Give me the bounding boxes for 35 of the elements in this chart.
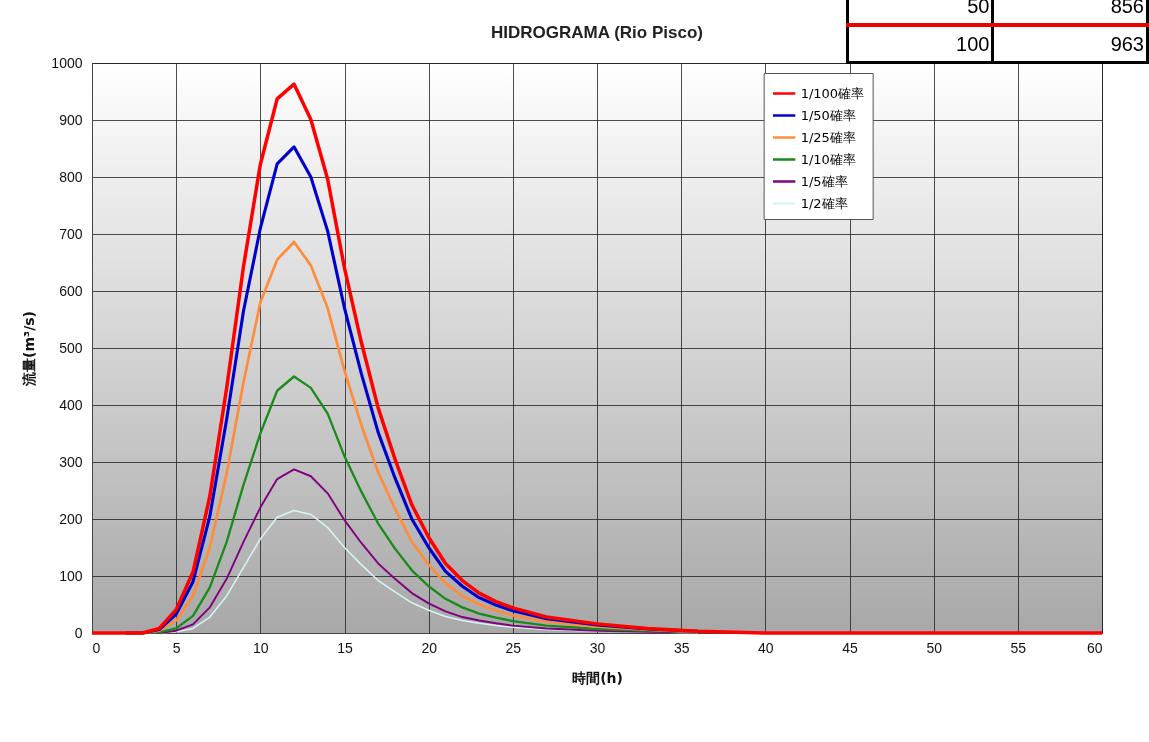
x-tick-label: 45 [842, 639, 858, 656]
legend-label: 1/50確率 [800, 107, 856, 123]
y-tick-label: 600 [59, 282, 83, 299]
x-tick-label: 35 [673, 639, 690, 656]
x-tick-label: 5 [172, 639, 181, 656]
y-tick-label: 300 [59, 453, 83, 470]
y-tick-label: 1000 [51, 54, 83, 71]
text: 100 [847, 25, 993, 63]
y-tick-label: 500 [59, 339, 83, 356]
x-tick-label: 15 [337, 639, 353, 656]
y-tick-label: 400 [59, 396, 83, 413]
x-tick-label: 10 [253, 639, 269, 656]
legend-label: 1/100確率 [800, 85, 865, 101]
y-tick-label: 200 [59, 510, 83, 527]
legend-label: 1/2確率 [800, 195, 848, 211]
legend-label: 1/5確率 [800, 173, 848, 189]
y-tick-label: 800 [59, 168, 83, 185]
y-axis-title: 流量(m³/s) [21, 311, 38, 387]
legend-label: 1/10確率 [800, 151, 856, 167]
x-tick-label: 60 [1086, 639, 1103, 656]
y-tick-label: 900 [59, 111, 83, 128]
x-tick-label: 0 [92, 639, 101, 656]
legend-label: 1/25確率 [800, 129, 856, 145]
y-tick-label: 100 [59, 567, 83, 584]
chart-title: HIDROGRAMA (Rio Pisco) [491, 23, 703, 42]
y-tick-label: 700 [59, 225, 83, 242]
x-tick-label: 40 [758, 639, 774, 656]
x-tick-label: 55 [1010, 639, 1027, 656]
text: 963 [992, 25, 1148, 63]
x-tick-label: 20 [421, 639, 438, 656]
x-tick-label: 50 [926, 639, 943, 656]
x-axis-title: 時間(h) [572, 669, 623, 686]
x-tick-label: 30 [589, 639, 606, 656]
x-tick-label: 25 [505, 639, 522, 656]
y-tick-label: 0 [74, 624, 83, 641]
